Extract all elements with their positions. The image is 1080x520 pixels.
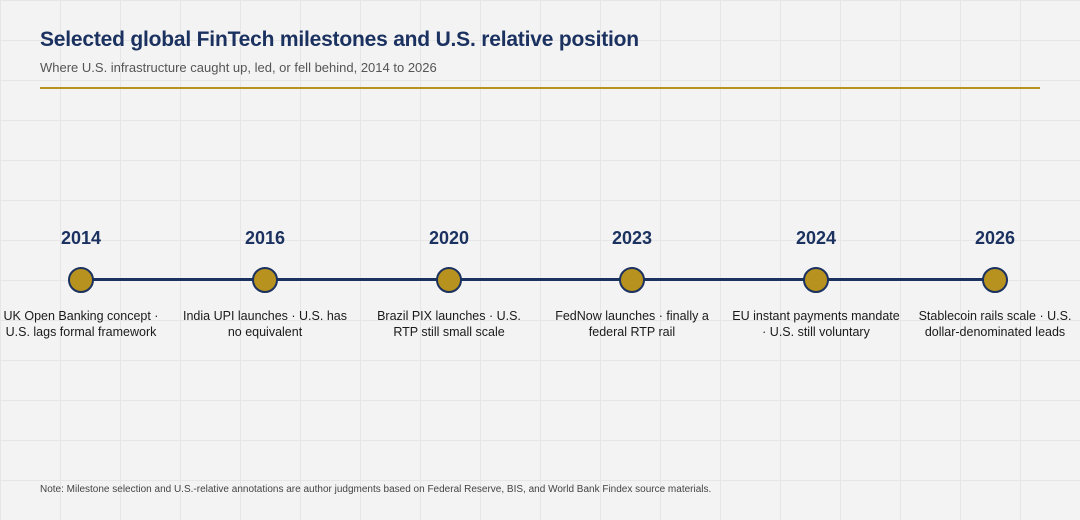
milestone-2026: 2026 Stablecoin rails scale · U.S. dolla… (910, 0, 1080, 520)
milestone-year: 2014 (60, 228, 102, 248)
milestone-2024: 2024 EU instant payments mandate · U.S. … (731, 0, 901, 520)
timeline-axis-line (80, 278, 999, 281)
milestone-year: 2026 (974, 228, 1016, 248)
footnote: Note: Milestone selection and U.S.-relat… (40, 484, 712, 495)
milestone-description: India UPI launches · U.S. has no equival… (183, 309, 347, 339)
milestone-2023: 2023 FedNow launches · finally a federal… (547, 0, 717, 520)
milestone-year: 2024 (795, 228, 837, 248)
milestone-marker (252, 267, 278, 293)
milestone-year: 2020 (428, 228, 470, 248)
milestone-year: 2023 (611, 228, 653, 248)
milestone-description: Brazil PIX launches · U.S. RTP still sma… (377, 309, 521, 339)
milestone-description: UK Open Banking concept · U.S. lags form… (3, 309, 159, 339)
milestone-2020: 2020 Brazil PIX launches · U.S. RTP stil… (364, 0, 534, 520)
milestone-description: EU instant payments mandate · U.S. still… (732, 309, 900, 339)
milestone-marker (982, 267, 1008, 293)
milestone-marker (436, 267, 462, 293)
milestone-marker (619, 267, 645, 293)
milestone-marker (68, 267, 94, 293)
milestone-2016: 2016 India UPI launches · U.S. has no eq… (180, 0, 350, 520)
figure-title: Selected global FinTech milestones and U… (40, 28, 639, 51)
header-divider (40, 87, 1040, 89)
milestone-marker (803, 267, 829, 293)
milestone-description: FedNow launches · finally a federal RTP … (555, 309, 709, 339)
milestone-year: 2016 (244, 228, 286, 248)
milestone-2014: 2014 UK Open Banking concept · U.S. lags… (0, 0, 166, 520)
milestone-description: Stablecoin rails scale · U.S. dollar-den… (918, 309, 1072, 339)
figure-subtitle: Where U.S. infrastructure caught up, led… (40, 60, 437, 75)
